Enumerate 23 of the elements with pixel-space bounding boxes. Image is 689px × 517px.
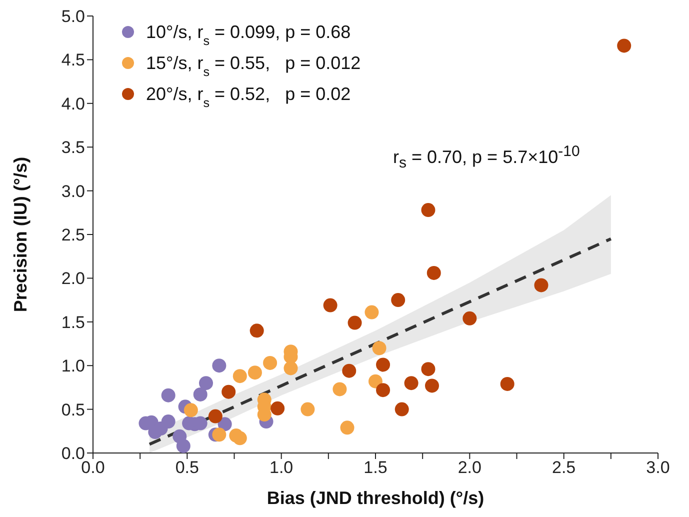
- y-axis-title: Precision (IU) (°/s): [10, 156, 30, 312]
- y-tick-label: 1.0: [61, 356, 85, 376]
- y-tick-label: 3.5: [61, 138, 85, 158]
- x-tick-label: 1.5: [364, 458, 388, 478]
- y-tick-label: 4.5: [61, 50, 85, 70]
- y-tick-label: 2.0: [61, 269, 85, 288]
- legend-label: 15°/s, r$_{s}$ = 0.55, p = 0.012: [146, 53, 361, 79]
- x-tick-label: 0.0: [81, 458, 105, 478]
- x-tick-label: 0.5: [175, 458, 199, 478]
- y-tick-label: 4.0: [61, 94, 85, 114]
- y-tick-label: 0.5: [61, 400, 85, 420]
- x-tick-label: 2.0: [458, 458, 482, 478]
- y-tick-label: 5.0: [61, 7, 85, 26]
- x-tick-label: 1.0: [270, 458, 294, 478]
- x-axis-title: Bias (JND threshold) (°/s): [266, 488, 484, 508]
- y-tick-label: 3.0: [61, 182, 85, 201]
- legend-label: 10°/s, r$_{s}$ = 0.099, p = 0.68: [146, 22, 351, 48]
- x-tick-label: 2.5: [552, 458, 576, 478]
- x-tick-label: 3.0: [646, 458, 670, 478]
- legend-label: 20°/s, r$_{s}$ = 0.52, p = 0.02: [146, 84, 351, 110]
- annotation: r$_{s}$ = 0.70, p = 5.7×10$^{-10}$: [393, 143, 580, 172]
- y-tick-label: 1.5: [61, 312, 85, 332]
- y-tick-label: 2.5: [61, 226, 85, 245]
